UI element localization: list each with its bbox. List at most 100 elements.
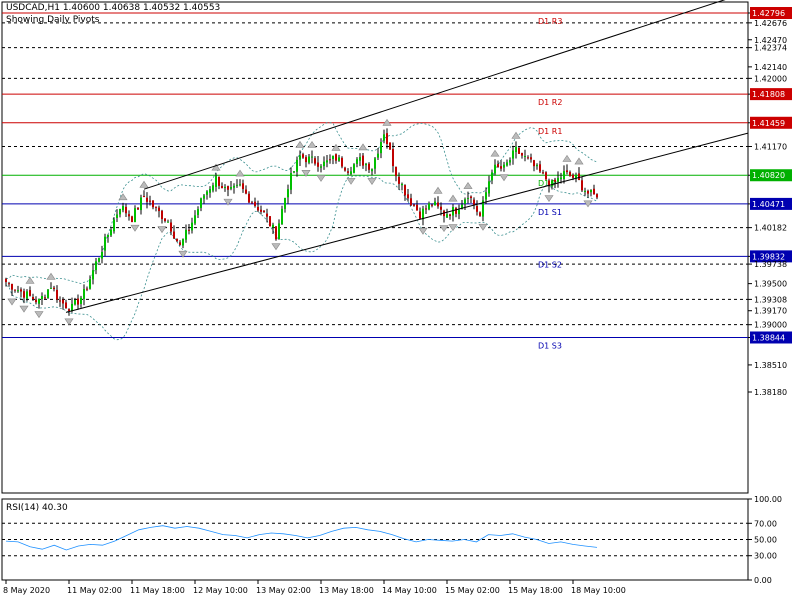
- candle-body: [71, 303, 73, 311]
- candle-body: [101, 251, 103, 259]
- candle-body: [317, 162, 319, 167]
- candle-body: [371, 169, 373, 172]
- candle-body: [158, 207, 160, 212]
- y-tick-label: 1.39500: [754, 280, 787, 289]
- fractal-down-marker: [544, 195, 554, 203]
- fractal-up-marker: [574, 157, 584, 165]
- rsi-y-tick-label: 30.00: [754, 552, 777, 561]
- candle-body: [401, 183, 403, 186]
- candle-body: [590, 189, 592, 193]
- candle-body: [164, 218, 166, 222]
- candle-body: [155, 206, 157, 208]
- pivot-label: D1 R3: [538, 17, 562, 26]
- candle-body: [284, 197, 286, 209]
- candle-body: [116, 214, 118, 218]
- fractal-down-marker: [34, 311, 44, 319]
- y-tick-label: 1.42000: [754, 74, 787, 83]
- candle-body: [41, 296, 43, 300]
- fractal-up-marker: [235, 169, 245, 177]
- x-tick-label: 14 May 10:00: [382, 586, 437, 595]
- fractal-down-marker: [583, 200, 593, 208]
- candle-body: [251, 202, 253, 204]
- y-tick-label: 1.39170: [754, 307, 787, 316]
- candle-body: [389, 142, 391, 150]
- candle-body: [188, 229, 190, 231]
- candle-body: [203, 195, 205, 199]
- candle-body: [224, 186, 226, 188]
- fractal-down-marker: [478, 223, 488, 231]
- candle-body: [44, 297, 46, 299]
- candle-body: [299, 155, 301, 160]
- price-label-box: [750, 250, 792, 263]
- pivot-label: D1 S1: [538, 208, 562, 217]
- candle-body: [263, 210, 265, 213]
- candle-body: [200, 198, 202, 208]
- candle-body: [59, 300, 61, 302]
- candle-body: [173, 231, 175, 239]
- candle-body: [515, 146, 517, 153]
- candle-body: [452, 207, 454, 216]
- candle-body: [521, 152, 523, 156]
- candle-body: [272, 224, 274, 228]
- fractal-down-marker: [130, 224, 140, 232]
- candle-body: [407, 194, 409, 199]
- y-tick-label: 1.41808: [752, 90, 785, 99]
- candle-body: [524, 156, 526, 158]
- candle-body: [209, 189, 211, 193]
- candle-body: [170, 222, 172, 232]
- candle-body: [455, 208, 457, 214]
- candle-body: [83, 288, 85, 299]
- candle-body: [518, 147, 520, 154]
- fractal-up-marker: [511, 131, 521, 139]
- candle-body: [218, 176, 220, 186]
- candle-body: [572, 174, 574, 178]
- candle-body: [107, 234, 109, 237]
- candle-body: [140, 197, 142, 211]
- fractal-up-marker: [118, 193, 128, 201]
- candle-body: [338, 157, 340, 161]
- candle-body: [68, 309, 70, 312]
- x-tick-label: 15 May 18:00: [508, 586, 563, 595]
- fractal-down-marker: [19, 305, 29, 313]
- fractal-down-marker: [271, 243, 281, 251]
- price-label-box: [750, 331, 792, 344]
- candle-body: [194, 215, 196, 224]
- candle-body: [566, 170, 568, 173]
- candle-body: [593, 188, 595, 195]
- fractal-up-marker: [331, 143, 341, 151]
- x-tick-label: 11 May 02:00: [67, 586, 122, 595]
- candle-body: [152, 200, 154, 208]
- fractal-up-marker: [139, 180, 149, 188]
- candle-body: [221, 186, 223, 189]
- candle-body: [503, 164, 505, 168]
- y-tick-label: 1.41170: [754, 143, 787, 152]
- candle-body: [287, 189, 289, 198]
- fractal-up-marker: [448, 194, 458, 202]
- candle-body: [458, 209, 460, 215]
- candle-body: [95, 261, 97, 271]
- candle-body: [449, 214, 451, 216]
- candle-body: [146, 197, 148, 202]
- candle-body: [215, 176, 217, 187]
- lower-trend-line: [65, 132, 749, 313]
- candle-body: [362, 155, 364, 166]
- rsi-title: RSI(14) 40.30: [6, 503, 68, 513]
- fractal-down-marker: [64, 318, 74, 326]
- y-tick-label: 1.40471: [752, 200, 785, 209]
- candle-body: [410, 198, 412, 206]
- candle-body: [536, 164, 538, 167]
- candle-body: [143, 196, 145, 198]
- candle-body: [434, 201, 436, 206]
- candle-body: [365, 163, 367, 166]
- candle-body: [29, 290, 31, 296]
- candle-body: [134, 208, 136, 223]
- y-tick-label: 1.42374: [754, 44, 787, 53]
- candle-body: [530, 157, 532, 160]
- y-tick-label: 1.41459: [752, 119, 785, 128]
- y-tick-label: 1.39308: [754, 295, 787, 304]
- fractal-down-marker: [223, 198, 233, 206]
- candle-body: [437, 202, 439, 207]
- candle-body: [80, 297, 82, 304]
- candle-body: [86, 288, 88, 290]
- upper-trend-line: [143, 0, 726, 190]
